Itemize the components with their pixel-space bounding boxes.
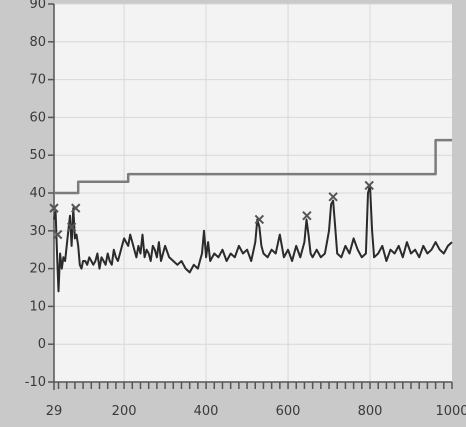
x-tick-label: 200 [112,404,137,419]
peak-marker-stroke [52,229,63,240]
y-tick-label: 40 [29,186,46,201]
peak-marker-stroke [71,203,81,213]
y-tick-label: 10 [29,299,46,314]
x-tick-label: 400 [194,404,219,419]
y-tick-label: 60 [29,110,46,125]
x-tick-label: 29 [46,404,63,419]
peak-marker-stroke [302,210,312,221]
peak-marker [71,203,81,213]
y-tick-label: 90 [29,0,46,12]
peak-marker [328,192,338,202]
peak-marker [49,203,59,213]
y-tick-label: 30 [29,224,46,239]
peak-marker [254,214,265,225]
y-tick-label: 0 [38,337,46,352]
x-tick-label: 800 [358,404,383,419]
peak-marker-stroke [328,192,338,202]
peak-marker-stroke [254,214,265,225]
y-tick-label: 70 [29,73,46,88]
peak-marker [364,180,374,191]
x-tick-label: 1000 [435,404,466,419]
y-tick-label: 20 [29,262,46,277]
peak-marker [66,222,77,232]
y-axis-ticks: 90 80 70 60 50 40 30 20 10 0 -10 [25,0,54,390]
x-axis-ticks: 29 200 400 600 800 1000 [46,382,466,419]
y-tick-label: 80 [29,35,46,50]
peak-marker-stroke [66,222,77,232]
peak-markers [49,180,374,240]
peak-marker [52,229,63,240]
x-tick-label: 600 [276,404,301,419]
y-tick-label: -10 [25,375,46,390]
peak-marker-stroke [364,180,374,191]
peak-marker-stroke [49,203,59,213]
peak-marker [302,210,312,221]
signal-series [53,184,453,293]
y-tick-label: 50 [29,148,46,163]
limit-line-series [54,138,452,195]
series-group [53,138,453,293]
